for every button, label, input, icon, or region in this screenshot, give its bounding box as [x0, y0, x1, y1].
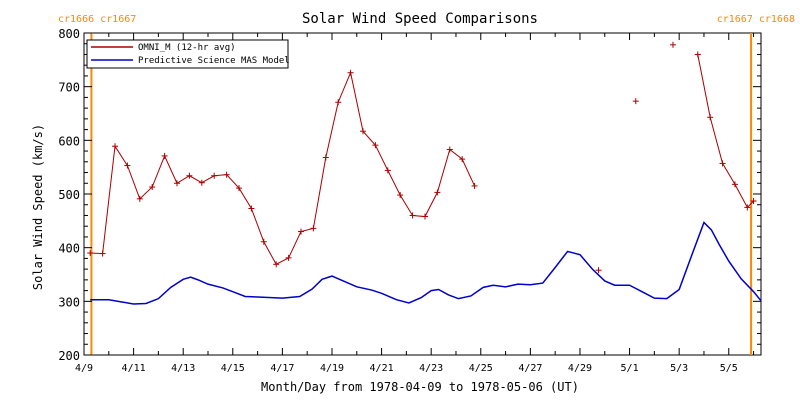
- carrington-label-left: cr1666 cr1667: [58, 14, 136, 25]
- plot-frame: [83, 32, 762, 356]
- x-tick-label-4-13: 4/13: [171, 363, 195, 374]
- y-tick-label-300: 300: [58, 295, 80, 309]
- omni-point: [285, 254, 292, 261]
- omni-point: [335, 99, 342, 106]
- omni-point: [384, 167, 391, 174]
- y-tick-label-400: 400: [58, 242, 80, 256]
- omni-point: [198, 179, 205, 186]
- x-tick-label-4-23: 4/23: [419, 363, 443, 374]
- x-tick-label-4-15: 4/15: [221, 363, 245, 374]
- y-tick-label-800: 800: [58, 27, 80, 41]
- omni-point: [459, 156, 466, 163]
- y-tick-label-500: 500: [58, 188, 80, 202]
- chart-title: Solar Wind Speed Comparisons: [302, 11, 538, 27]
- plot-area: 200 300 400 500 600 700 800 4/9 4/11 4/13 4/15 4/1…: [58, 27, 762, 374]
- omni-point: [223, 171, 230, 178]
- x-tick-label-4-9: 4/9: [75, 363, 93, 374]
- omni-point: [694, 51, 701, 58]
- x-tick-label-4-29: 4/29: [568, 363, 592, 374]
- x-tick-label-4-25: 4/25: [469, 363, 493, 374]
- omni-line-segment-4: [697, 54, 754, 209]
- carrington-label-right: cr1667 cr1668: [717, 14, 795, 25]
- omni-point: [397, 192, 404, 199]
- omni-point: [297, 228, 304, 235]
- omni-point: [322, 154, 329, 161]
- omni-point: [248, 205, 255, 212]
- x-tick-label-5-1: 5/1: [621, 363, 639, 374]
- omni-point: [260, 238, 267, 245]
- x-tick-label-5-3: 5/3: [670, 363, 688, 374]
- x-tick-label-4-19: 4/19: [320, 363, 344, 374]
- omni-point: [471, 182, 478, 189]
- y-axis-label: Solar Wind Speed (km/s): [31, 124, 45, 290]
- omni-point: [136, 195, 143, 202]
- legend-box: [86, 39, 289, 69]
- omni-point: [632, 98, 639, 105]
- legend: OMNI_M (12-hr avg) Predictive Science MA…: [86, 39, 290, 69]
- omni-point: [99, 250, 106, 257]
- omni-point: [235, 185, 242, 192]
- x-tick-label-5-5: 5/5: [720, 363, 738, 374]
- omni-point: [111, 143, 118, 150]
- omni-point: [87, 250, 94, 257]
- omni-point: [421, 213, 428, 220]
- omni-point: [273, 261, 280, 268]
- omni-point: [161, 152, 168, 159]
- x-tick-label-4-27: 4/27: [518, 363, 542, 374]
- x-tick-label-4-11: 4/11: [122, 363, 146, 374]
- legend-label-model: Predictive Science MAS Model: [138, 56, 290, 66]
- omni-point: [744, 204, 751, 211]
- x-axis-label: Month/Day from 1978-04-09 to 1978-05-06 …: [261, 380, 579, 394]
- y-tick-label-600: 600: [58, 134, 80, 148]
- legend-label-omni: OMNI_M (12-hr avg): [138, 43, 236, 53]
- model-line: [90, 221, 762, 305]
- y-tick-label-700: 700: [58, 81, 80, 95]
- x-tick-label-4-17: 4/17: [270, 363, 294, 374]
- omni-point: [173, 180, 180, 187]
- y-tick-label-200: 200: [58, 349, 80, 363]
- omni-point: [149, 184, 156, 191]
- omni-line-segment-0: [90, 71, 476, 265]
- omni-point: [124, 162, 131, 169]
- omni-point: [446, 146, 453, 153]
- omni-point: [359, 128, 366, 135]
- omni-point: [186, 172, 193, 179]
- omni-point: [731, 181, 738, 188]
- omni-point: [434, 189, 441, 196]
- omni-point: [595, 267, 602, 274]
- omni-point: [372, 142, 379, 149]
- omni-point: [707, 114, 714, 121]
- x-tick-label-4-21: 4/21: [370, 363, 394, 374]
- omni-point: [310, 225, 317, 232]
- omni-point: [347, 69, 354, 76]
- omni-point: [750, 197, 757, 204]
- omni-point: [719, 160, 726, 167]
- omni-point: [669, 41, 676, 48]
- omni-point: [211, 172, 218, 179]
- omni-point: [409, 212, 416, 219]
